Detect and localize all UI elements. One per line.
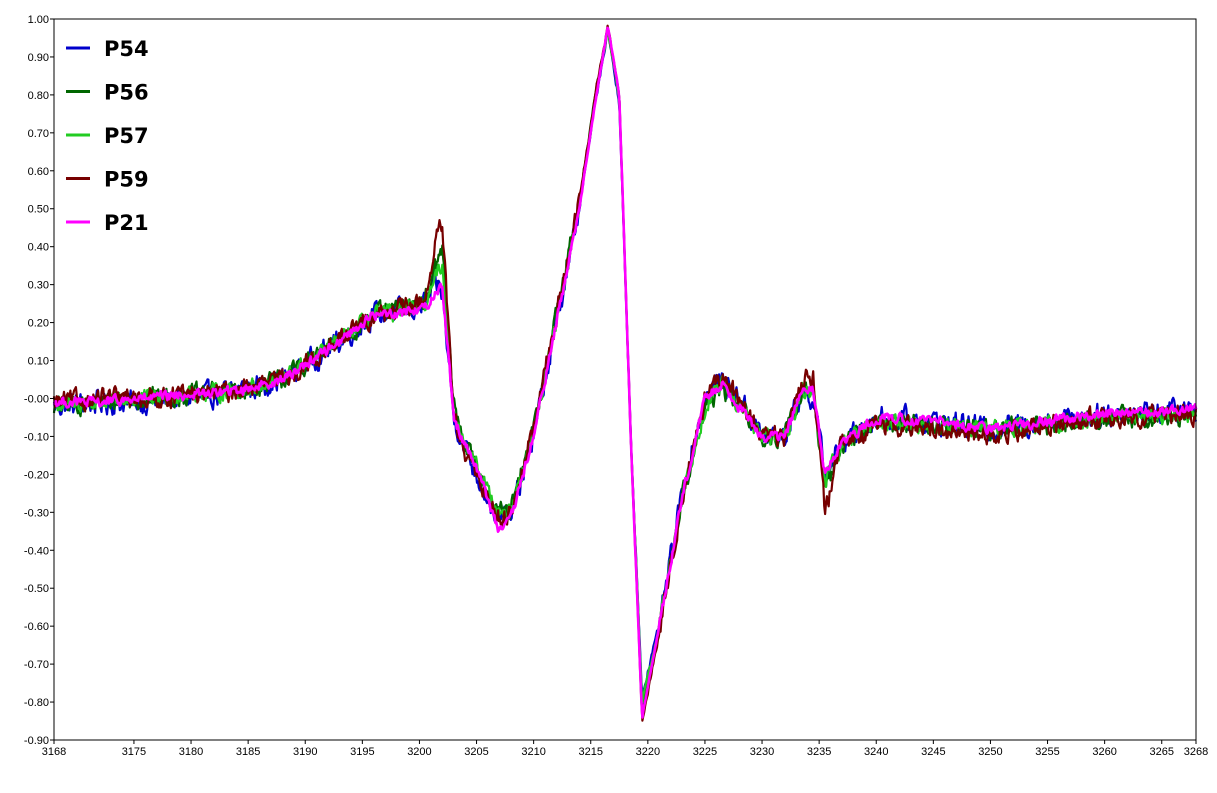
series-line-p57 (53, 31, 1198, 704)
x-tick-label: 3235 (807, 746, 831, 758)
series-line-p54 (52, 32, 1198, 696)
y-tick-label: -0.10 (24, 431, 49, 443)
y-tick-label: -0.70 (24, 659, 49, 671)
x-axis: 3168 3175 3180 3185 3190 3195 3200 3205 3210 3215… (42, 740, 1208, 758)
legend-label-p56: P56 (104, 81, 149, 105)
series-layer (52, 24, 1198, 722)
legend-label-p57: P57 (104, 124, 149, 148)
x-tick-label: 3255 (1035, 746, 1059, 758)
y-tick-label: 0.90 (28, 52, 49, 64)
y-tick-label: 0.20 (28, 318, 49, 330)
series-line-p59 (52, 24, 1198, 722)
y-tick-label: -0.80 (24, 697, 49, 709)
y-tick-label: -0.90 (24, 735, 49, 747)
x-tick-label: 3230 (750, 746, 774, 758)
series-line-p56 (52, 29, 1198, 710)
x-tick-label: 3220 (636, 746, 660, 758)
y-tick-label: -0.50 (24, 583, 49, 595)
y-tick-label: -0.20 (24, 469, 49, 481)
series-line-p21 (52, 26, 1198, 719)
y-tick-label: 0.40 (28, 242, 49, 254)
y-tick-label: 0.30 (28, 280, 49, 292)
y-tick-label: 0.80 (28, 90, 49, 102)
x-tick-label: 3185 (236, 746, 260, 758)
legend-label-p54: P54 (104, 37, 149, 61)
x-tick-label: 3250 (978, 746, 1002, 758)
x-tick-label: 3195 (350, 746, 374, 758)
x-tick-label: 3190 (293, 746, 317, 758)
y-tick-label: 0.10 (28, 356, 49, 368)
y-tick-label: 0.50 (28, 204, 49, 216)
x-tick-label: 3200 (407, 746, 431, 758)
y-tick-label: -0.60 (24, 621, 49, 633)
x-tick-label: 3240 (864, 746, 888, 758)
x-tick-label: 3265 (1149, 746, 1173, 758)
legend: P54 P56 P57 P59 P21 (66, 37, 149, 235)
legend-label-p21: P21 (104, 211, 149, 235)
x-tick-label: 3210 (521, 746, 545, 758)
plot-frame (53, 18, 1197, 741)
y-tick-label: -0.40 (24, 545, 49, 557)
x-tick-label: 3180 (179, 746, 203, 758)
y-axis: 1.00 0.90 0.80 0.70 0.60 0.50 0.40 0.30 0.20 0.10… (24, 14, 54, 747)
x-tick-label: 3175 (122, 746, 146, 758)
x-tick-label: 3225 (693, 746, 717, 758)
x-tick-label: 3268 (1184, 746, 1208, 758)
x-tick-label: 3260 (1092, 746, 1116, 758)
x-tick-label: 3205 (464, 746, 488, 758)
x-tick-label: 3168 (42, 746, 66, 758)
x-tick-label: 3245 (921, 746, 945, 758)
y-tick-label: -0.00 (24, 393, 49, 405)
legend-label-p59: P59 (104, 168, 149, 192)
y-tick-label: 0.60 (28, 166, 49, 178)
y-tick-label: 0.70 (28, 128, 49, 140)
x-tick-label: 3215 (578, 746, 602, 758)
y-tick-label: -0.30 (24, 507, 49, 519)
y-tick-label: 1.00 (28, 14, 49, 26)
